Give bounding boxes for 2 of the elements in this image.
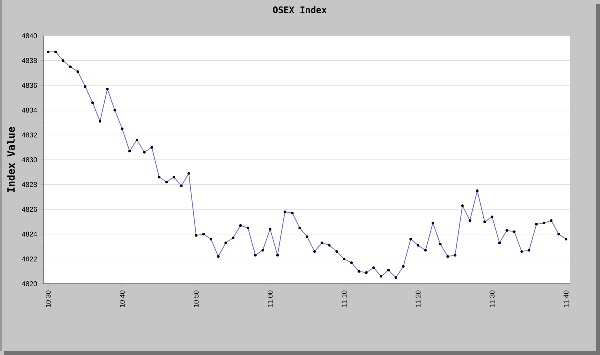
chart-title: OSEX Index xyxy=(273,6,327,14)
y-axis-title: Index Value xyxy=(7,127,16,192)
